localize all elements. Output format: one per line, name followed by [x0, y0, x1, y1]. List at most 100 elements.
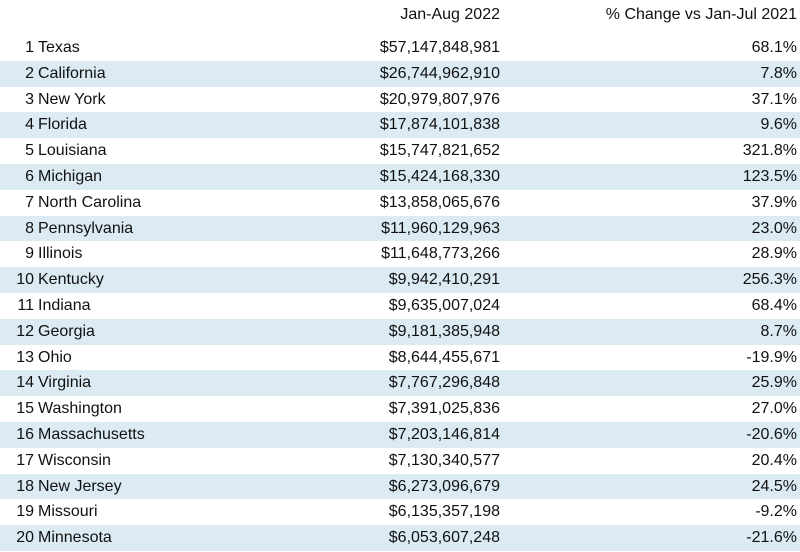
state-cell: Georgia [38, 322, 95, 340]
value-cell: $6,053,607,248 [388, 529, 500, 547]
state-cell: Louisiana [38, 142, 107, 160]
value-cell: $9,181,385,948 [388, 322, 500, 340]
change-cell: 9.6% [760, 116, 797, 134]
table-row: 5 Louisiana $15,747,821,652 321.8% [0, 138, 800, 164]
table-row: 16 Massachusetts $7,203,146,814 -20.6% [0, 421, 800, 448]
table-row: 2 California $26,744,962,910 7.8% [0, 60, 800, 87]
change-cell: -19.9% [746, 348, 797, 366]
rank-cell: 9 [25, 245, 34, 263]
value-cell: $20,979,807,976 [379, 90, 500, 108]
rank-cell: 16 [16, 425, 34, 443]
value-cell: $7,391,025,836 [388, 400, 500, 418]
value-cell: $8,644,455,671 [388, 348, 500, 366]
column-header-percent-change: % Change vs Jan-Jul 2021 [605, 6, 797, 23]
rank-cell: 14 [16, 374, 34, 392]
change-cell: 8.7% [760, 322, 797, 340]
value-cell: $11,648,773,266 [381, 245, 500, 263]
value-cell: $6,273,096,679 [388, 477, 500, 495]
rank-cell: 8 [25, 219, 34, 237]
rank-cell: 7 [25, 193, 34, 211]
table-row: 13 Ohio $8,644,455,671 -19.9% [0, 345, 800, 371]
state-cell: Minnesota [38, 529, 112, 547]
state-cell: New Jersey [38, 477, 122, 495]
rank-cell: 19 [16, 503, 34, 521]
rank-cell: 3 [25, 90, 34, 108]
state-cell: Ohio [38, 348, 72, 366]
state-cell: Virginia [38, 374, 92, 392]
state-cell: Kentucky [38, 271, 104, 289]
table-row: 20 Minnesota $6,053,607,248 -21.6% [0, 525, 800, 551]
state-cell: New York [38, 90, 106, 108]
table-row: 11 Indiana $9,635,007,024 68.4% [0, 293, 800, 319]
rank-cell: 4 [25, 116, 34, 134]
change-cell: 28.9% [751, 245, 797, 263]
value-cell: $26,744,962,910 [379, 64, 500, 82]
value-cell: $7,767,296,848 [388, 374, 500, 392]
state-cell: Massachusetts [38, 425, 145, 443]
rank-cell: 15 [16, 400, 34, 418]
value-cell: $57,147,848,981 [379, 39, 500, 56]
rank-cell: 1 [25, 39, 34, 56]
table-row: 7 North Carolina $13,858,065,676 37.9% [0, 190, 800, 216]
table-row: 9 Illinois $11,648,773,266 28.9% [0, 241, 800, 267]
rank-cell: 18 [16, 477, 34, 495]
table-row: 18 New Jersey $6,273,096,679 24.5% [0, 473, 800, 500]
change-cell: 27.0% [751, 400, 797, 418]
table-row: 8 Pennsylvania $11,960,129,963 23.0% [0, 215, 800, 242]
value-cell: $15,424,168,330 [379, 167, 500, 185]
state-cell: Florida [38, 116, 87, 134]
table-header: Jan-Aug 2022 % Change vs Jan-Jul 2021 [0, 0, 800, 34]
change-cell: 23.0% [751, 219, 797, 237]
state-cell: North Carolina [38, 193, 142, 211]
table-row: 10 Kentucky $9,942,410,291 256.3% [0, 267, 800, 293]
rank-cell: 6 [25, 167, 34, 185]
table-row: 3 New York $20,979,807,976 37.1% [0, 87, 800, 113]
change-cell: 68.4% [751, 296, 797, 314]
table-row: 12 Georgia $9,181,385,948 8.7% [0, 318, 800, 345]
table-row: 1 Texas $57,147,848,981 68.1% [0, 35, 800, 61]
value-cell: $13,858,065,676 [379, 193, 500, 211]
change-cell: 321.8% [742, 142, 797, 160]
table-row: 19 Missouri $6,135,357,198 -9.2% [0, 499, 800, 525]
value-cell: $15,747,821,652 [379, 142, 500, 160]
rank-cell: 20 [16, 529, 34, 547]
value-cell: $7,130,340,577 [388, 451, 500, 469]
value-cell: $6,135,357,198 [388, 503, 500, 521]
state-cell: Wisconsin [38, 451, 111, 469]
change-cell: -9.2% [755, 503, 797, 521]
change-cell: 256.3% [742, 271, 797, 289]
change-cell: -20.6% [746, 425, 797, 443]
table-row: 6 Michigan $15,424,168,330 123.5% [0, 163, 800, 190]
state-cell: California [38, 64, 106, 82]
rank-cell: 17 [16, 451, 34, 469]
table-body: 1 Texas $57,147,848,981 68.1% 2 California $26… [0, 35, 800, 551]
value-cell: $9,942,410,291 [388, 271, 500, 289]
state-cell: Washington [38, 400, 122, 418]
value-cell: $9,635,007,024 [388, 296, 500, 314]
value-cell: $7,203,146,814 [388, 425, 500, 443]
change-cell: 20.4% [751, 451, 797, 469]
state-cell: Illinois [38, 245, 83, 263]
value-cell: $11,960,129,963 [381, 219, 500, 237]
change-cell: 37.1% [751, 90, 797, 108]
rank-cell: 13 [16, 348, 34, 366]
table-row: 15 Washington $7,391,025,836 27.0% [0, 396, 800, 422]
state-cell: Indiana [38, 296, 91, 314]
rank-cell: 10 [16, 271, 34, 289]
change-cell: 37.9% [751, 193, 797, 211]
change-cell: 7.8% [760, 64, 797, 82]
state-cell: Michigan [38, 167, 103, 185]
rank-cell: 5 [25, 142, 34, 160]
state-cell: Pennsylvania [38, 219, 134, 237]
state-cell: Missouri [38, 503, 98, 521]
change-cell: 24.5% [751, 477, 797, 495]
rank-cell: 2 [25, 64, 34, 82]
table-row: 14 Virginia $7,767,296,848 25.9% [0, 370, 800, 397]
change-cell: 25.9% [751, 374, 797, 392]
table-row: 4 Florida $17,874,101,838 9.6% [0, 112, 800, 139]
table-row: 17 Wisconsin $7,130,340,577 20.4% [0, 448, 800, 474]
change-cell: 123.5% [742, 167, 797, 185]
state-cell: Texas [38, 39, 80, 56]
rank-cell: 11 [17, 296, 34, 314]
value-cell: $17,874,101,838 [379, 116, 500, 134]
